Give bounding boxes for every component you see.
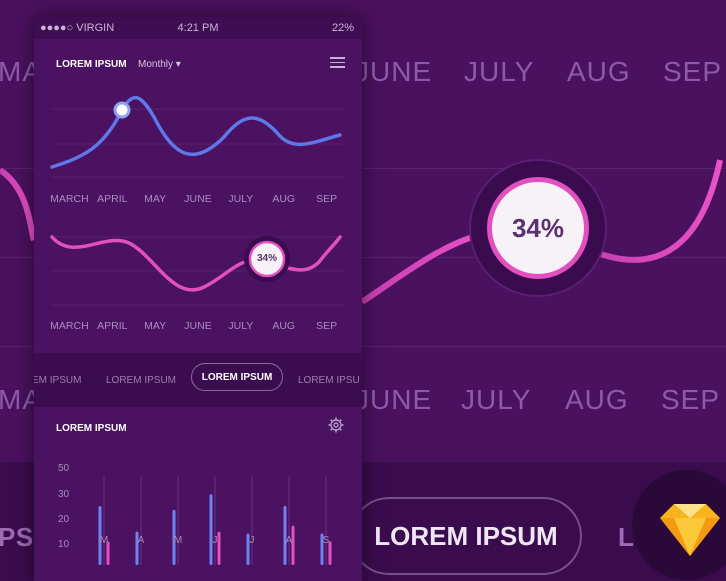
month-label: SEP: [316, 193, 338, 205]
phone-screen: ●●●●○ VIRGIN 4:21 PM 22% LOREM IPSUM Mon…: [34, 17, 362, 581]
background-month-label: SEP: [663, 56, 723, 87]
bar: [172, 509, 176, 565]
bar: [283, 506, 287, 565]
background-gridline: [0, 257, 726, 258]
y-tick-label: 10: [58, 539, 70, 550]
month-label: MAY: [144, 320, 167, 332]
month-label: JUNE: [184, 193, 212, 205]
background-month-label: AUG: [565, 384, 629, 415]
background-month-label: AUG: [567, 56, 631, 87]
background-gridline: [0, 168, 726, 169]
bar-chart: [98, 476, 332, 565]
carrier-label: ●●●●○ VIRGIN: [40, 22, 115, 34]
blue-trend-line: [50, 95, 342, 169]
bar: [106, 541, 110, 565]
hamburger-icon[interactable]: [330, 57, 345, 71]
x-tick-label: S: [322, 535, 330, 546]
bar: [291, 525, 295, 565]
month-label: JUNE: [184, 320, 212, 332]
month-label: MARCH: [50, 320, 89, 332]
tab-bar: EM IPSUM LOREM IPSUM LOREM IPSUM LOREM I…: [34, 353, 362, 407]
x-tick-label: M: [173, 535, 183, 546]
y-tick-label: 50: [58, 463, 70, 474]
month-label: MAY: [144, 193, 167, 205]
pink-line-marker: [248, 240, 286, 278]
bar: [320, 533, 324, 565]
x-tick-label: M: [99, 535, 109, 546]
month-label: APRIL: [97, 320, 128, 332]
x-tick-label: A: [285, 535, 293, 546]
x-tick-label: A: [137, 535, 145, 546]
time-label: 4:21 PM: [177, 22, 219, 34]
blue-line-marker: [113, 101, 131, 119]
background-gridline: [0, 346, 726, 347]
battery-label: 22%: [331, 22, 354, 34]
page-title: LOREM IPSUM: [56, 59, 127, 70]
bar: [98, 506, 102, 565]
bar-chart-title: LOREM IPSUM: [56, 423, 127, 434]
line-charts: [50, 95, 344, 306]
status-bar: ●●●●○ VIRGIN 4:21 PM 22%: [34, 17, 362, 39]
background-month-label: JUNE: [355, 56, 433, 87]
background-percent-label: 34%: [511, 212, 565, 243]
y-tick-label: 30: [58, 489, 70, 500]
background-month-label: SEP: [661, 384, 721, 415]
bar: [246, 533, 250, 565]
month-label: AUG: [272, 320, 296, 332]
tab-item-active[interactable]: LOREM IPSUM: [191, 363, 283, 391]
bar: [135, 531, 139, 565]
bar: [217, 531, 221, 565]
month-label: JULY: [228, 193, 254, 205]
month-label: JULY: [228, 320, 254, 332]
background-percent-badge: 34%: [487, 177, 589, 279]
sketch-logo-icon: [660, 504, 720, 556]
bottom-chart-axis: MARCH APRIL MAY JUNE JULY AUG SEP: [48, 320, 348, 332]
tab-item[interactable]: LOREM IPSUM: [106, 375, 177, 386]
month-label: APRIL: [97, 193, 128, 205]
y-tick-label: 20: [58, 514, 70, 525]
background-active-tab-label: LOREM IPSUM: [374, 520, 558, 551]
gear-icon[interactable]: [328, 417, 344, 433]
x-tick-label: J: [249, 535, 255, 546]
x-tick-label: J: [212, 535, 218, 546]
sketch-logo-badge: [632, 470, 726, 580]
month-label: AUG: [272, 193, 296, 205]
phone-percent-label: 34%: [256, 253, 277, 264]
background-month-label: JULY: [464, 56, 535, 87]
background-month-label: JUNE: [355, 384, 433, 415]
bar: [328, 541, 332, 565]
background-month-label: JULY: [461, 384, 532, 415]
month-label: MARCH: [50, 193, 89, 205]
top-chart-axis: MARCH APRIL MAY JUNE JULY AUG SEP: [48, 193, 348, 205]
bar: [209, 494, 213, 565]
tab-item[interactable]: EM IPSUM: [34, 375, 82, 386]
period-dropdown[interactable]: Monthly ▾: [138, 59, 181, 70]
tab-item[interactable]: LOREM IPSU: [298, 375, 360, 386]
pink-trend-line: [50, 235, 342, 292]
month-label: SEP: [316, 320, 338, 332]
background-active-tab: LOREM IPSUM: [350, 497, 582, 575]
